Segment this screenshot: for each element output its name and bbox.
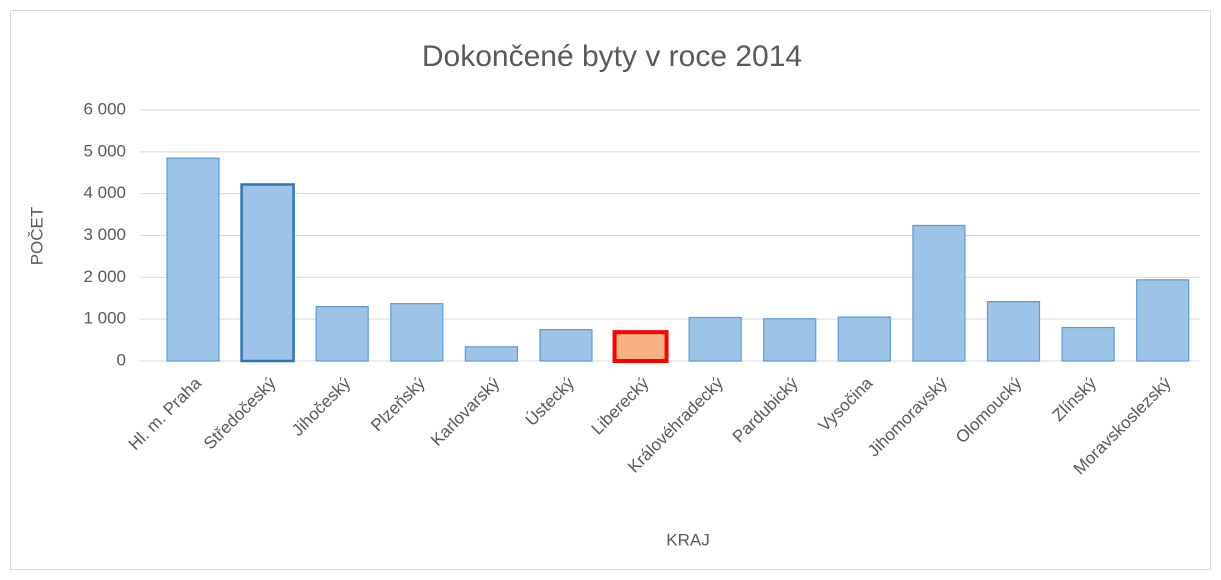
y-axis-label: POČET — [27, 207, 46, 266]
bar — [464, 346, 518, 362]
bar — [539, 329, 593, 362]
chart-title: Dokončené byty v roce 2014 — [422, 40, 802, 73]
bar — [390, 303, 444, 362]
y-tick-label: 0 — [117, 350, 126, 369]
y-tick-label: 4 000 — [83, 183, 126, 202]
x-axis-label: KRAJ — [666, 530, 709, 549]
bar — [1136, 279, 1190, 362]
y-tick-label: 1 000 — [83, 309, 126, 328]
bar — [837, 316, 891, 362]
bar — [912, 224, 966, 362]
y-tick-label: 3 000 — [83, 225, 126, 244]
bar — [166, 157, 220, 362]
bar — [688, 316, 742, 362]
y-tick-label: 2 000 — [83, 267, 126, 286]
bar — [315, 306, 369, 362]
bar — [986, 300, 1041, 362]
bar — [240, 183, 295, 363]
bar — [1061, 326, 1115, 362]
y-tick-label: 5 000 — [83, 141, 126, 160]
bar — [763, 318, 817, 362]
y-tick-label: 6 000 — [83, 99, 126, 118]
bar — [612, 330, 669, 364]
